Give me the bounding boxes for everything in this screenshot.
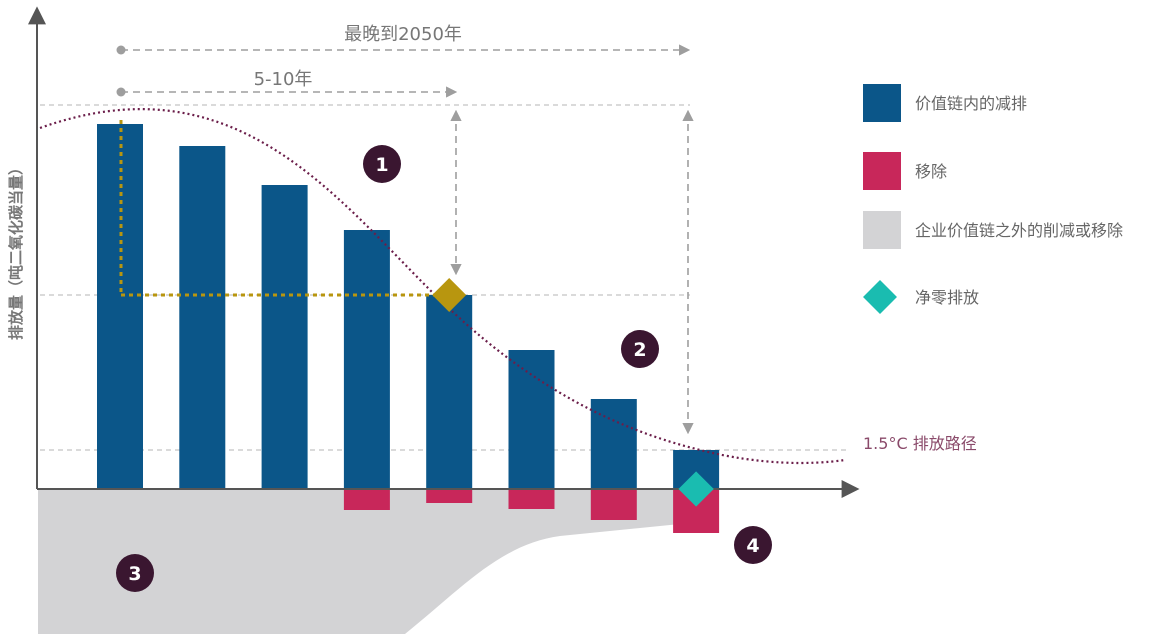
- abatement-bar-5: [426, 295, 473, 489]
- step-badge-number: 3: [128, 563, 141, 585]
- removal-marks: [343, 489, 720, 533]
- step-badge-circle: [734, 526, 772, 564]
- legend-swatch: [863, 152, 901, 190]
- abatement-bar-6: [508, 350, 555, 489]
- removal-bar-4: [343, 489, 390, 510]
- step-badge-number: 1: [375, 154, 388, 176]
- removal-bar-5: [426, 489, 473, 503]
- legend-swatch: [863, 211, 901, 249]
- external-reduction-area: [38, 490, 700, 634]
- legend-label: 移除: [915, 162, 947, 181]
- step-badge-2: 2: [621, 330, 659, 368]
- step-badge-circle: [621, 330, 659, 368]
- legend-item-3: 企业价值链之外的削减或移除: [863, 211, 1123, 249]
- horizon-long-label: 最晚到2050年: [344, 24, 462, 45]
- step-badge-number: 4: [746, 535, 759, 557]
- pathway-curve: [39, 108, 846, 465]
- y-axis-label: 排放量（吨二氧化碳当量）: [7, 160, 25, 340]
- horizon-long-start-dot: [116, 45, 126, 55]
- interim-target-lines: [119, 120, 450, 297]
- time-horizon-annotations: 最晚到2050年 5-10年: [116, 24, 694, 435]
- abatement-bar-4: [343, 230, 390, 489]
- abatement-bar-7: [590, 399, 637, 489]
- legend-item-1: 价值链内的减排: [863, 84, 1027, 122]
- step-badge-number: 2: [633, 339, 646, 361]
- step-badge-1: 1: [363, 145, 401, 183]
- net-zero-diamond: [678, 471, 714, 507]
- removal-bar-6: [508, 489, 555, 509]
- horizon-short-start-dot: [116, 87, 126, 97]
- step-badge-circle: [116, 554, 154, 592]
- legend-label: 净零排放: [915, 288, 979, 307]
- abatement-bar-2: [179, 146, 226, 489]
- bar-marks: [97, 124, 720, 489]
- pathway-label: 1.5°C 排放路径: [863, 434, 977, 453]
- step-badges: 1 2 3 4: [116, 145, 772, 592]
- interim-target-diamond: [432, 278, 467, 312]
- step-badge-4: 4: [734, 526, 772, 564]
- legend-swatch: [863, 84, 901, 122]
- legend-label: 价值链内的减排: [915, 94, 1027, 113]
- step-badge-circle: [363, 145, 401, 183]
- horizon-short-label: 5-10年: [254, 69, 313, 90]
- legend-item-2: 移除: [863, 152, 947, 190]
- legend-label: 企业价值链之外的削减或移除: [915, 221, 1123, 240]
- legend-swatch-diamond: [863, 280, 897, 314]
- legend-item-4: 净零排放: [863, 280, 979, 314]
- step-badge-3: 3: [116, 554, 154, 592]
- abatement-bar-3: [261, 185, 308, 489]
- removal-bar-7: [590, 489, 637, 520]
